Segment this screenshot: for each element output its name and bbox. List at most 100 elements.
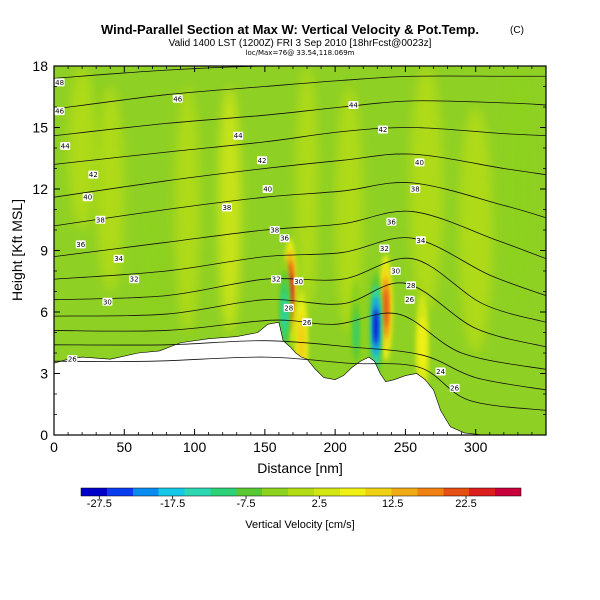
svg-text:44: 44 [234,132,243,140]
svg-text:42: 42 [378,126,387,134]
contour-label: 42 [257,156,268,165]
svg-text:36: 36 [280,235,289,243]
velocity-streak [458,107,493,353]
svg-text:40: 40 [263,186,272,194]
velocity-streak [335,86,364,333]
svg-text:28: 28 [284,304,293,312]
colorbar-tick-label: 22.5 [455,498,476,510]
svg-text:48: 48 [55,79,64,87]
contour-label: 26 [67,355,78,364]
svg-text:34: 34 [416,237,425,245]
contour-label: 26 [449,383,460,392]
svg-text:24: 24 [436,368,445,376]
contour-label: 32 [129,275,140,284]
x-tick-label: 150 [253,439,277,455]
isentrope-34 [54,237,546,296]
isentrope-25 [54,356,546,411]
updraft-cell [420,328,425,365]
svg-text:38: 38 [96,216,105,224]
colorbar: -27.5 -17.5 -7.5 2.5 12.5 22.5 Vertical Veloc… [80,487,522,531]
contour-label: 46 [54,107,65,116]
svg-text:46: 46 [173,95,182,103]
colorbar-tick-label: -17.5 [160,498,185,510]
svg-text:34: 34 [114,255,123,263]
x-tick-label: 100 [183,439,207,455]
x-axis: 0 50 100 150 200 250 300 [50,66,533,455]
svg-text:30: 30 [294,278,303,286]
y-tick-label: 0 [40,427,48,443]
isentrope-26 [54,340,546,391]
chart-title: Wind-Parallel Section at Max W: Vertical… [101,22,479,37]
svg-text:46: 46 [55,108,64,116]
contour-label: 36 [386,217,397,226]
svg-text:44: 44 [349,101,358,109]
colorbar-tick-label: -27.5 [87,498,112,510]
isentrope-48 [54,66,546,79]
isentrope-44 [54,100,546,137]
contour-label: 44 [60,141,71,150]
svg-text:40: 40 [415,159,424,167]
svg-text:36: 36 [387,218,396,226]
x-tick-label: 250 [394,439,418,455]
x-tick-label: 200 [323,439,347,455]
svg-text:38: 38 [411,186,420,194]
colorbar-tick-label: -7.5 [237,498,256,510]
isentrope-28 [54,312,546,370]
chart-subtitle: Valid 1400 LST (1200Z) FRI 3 Sep 2010 [1… [169,38,432,49]
contour-label: 44 [348,100,359,109]
colorbar-gradient [80,487,522,497]
isentrope-40 [54,153,546,198]
contour-label: 24 [435,367,446,376]
contour-label: 46 [172,94,183,103]
svg-text:40: 40 [83,194,92,202]
svg-text:26: 26 [405,296,414,304]
contour-label: 36 [75,240,86,249]
velocity-streak [141,209,164,333]
contour-label: 36 [279,234,290,243]
contour-label: 28 [406,281,417,290]
contour-label: 30 [102,297,113,306]
downdraft-cell [282,293,287,331]
contour-label: 26 [404,295,415,304]
downdraft-cell [373,308,379,345]
x-tick-label: 50 [116,439,132,455]
svg-text:44: 44 [61,142,70,150]
y-tick-label: 3 [40,366,48,382]
isentrope-30 [54,282,546,348]
colorbar-tick-label: 2.5 [312,498,327,510]
contour-label: 40 [82,193,93,202]
y-tick-label: 6 [40,304,48,320]
copyright-mark: (C) [510,25,524,36]
contour-label: 42 [377,125,388,134]
contour-label: 30 [390,267,401,276]
svg-text:32: 32 [130,276,139,284]
svg-text:38: 38 [270,227,279,235]
contour-label: 48 [54,78,65,87]
isentrope-32 [54,257,546,323]
y-tick-label: 12 [32,181,48,197]
isentrope-38 [54,182,546,227]
svg-text:26: 26 [450,384,459,392]
x-axis-label: Distance [nm] [257,460,343,476]
svg-text:38: 38 [222,204,231,212]
isentrope-42 [54,127,546,165]
updraft-cell [383,289,388,327]
svg-text:30: 30 [391,268,400,276]
svg-text:26: 26 [68,356,77,364]
contour-label: 44 [233,131,244,140]
svg-text:36: 36 [76,241,85,249]
velocity-streak [174,86,201,333]
contour-label: 40 [414,158,425,167]
contour-label: 34 [415,236,426,245]
svg-text:32: 32 [272,276,281,284]
contour-label: 38 [95,215,106,224]
colorbar-ticks: -27.5 -17.5 -7.5 2.5 12.5 22.5 [87,496,477,510]
colorbar-tick-label: 12.5 [382,498,403,510]
contour-label: 32 [379,244,390,253]
location-line: loc/Max=76@ 33.54,118.069m [246,49,355,57]
svg-text:42: 42 [258,157,267,165]
contour-label: 40 [262,185,273,194]
